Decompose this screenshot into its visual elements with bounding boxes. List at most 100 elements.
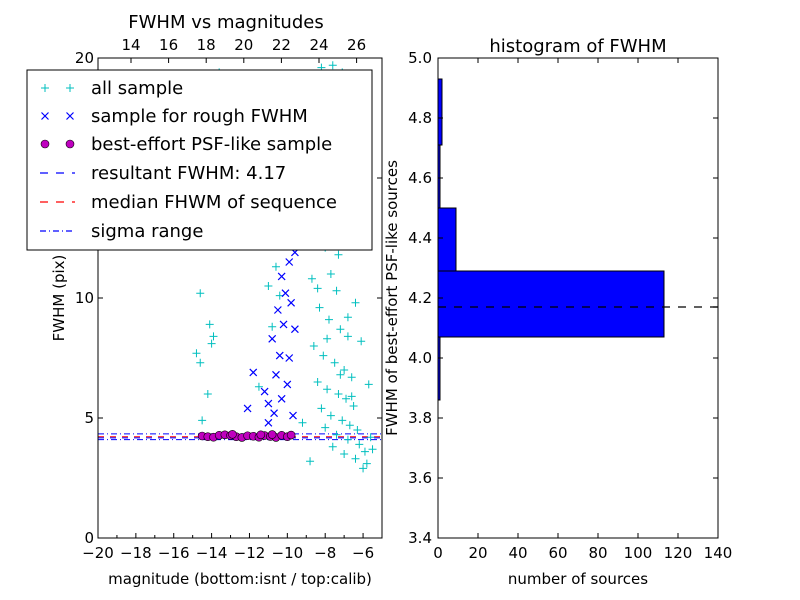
legend-marker-plus <box>66 84 74 92</box>
scatter-top-tick-label: 22 <box>272 36 291 54</box>
all-sample-point <box>351 454 360 463</box>
scatter-top-tick-label: 16 <box>159 36 178 54</box>
scatter-xtick-label: −8 <box>314 544 336 562</box>
rough-fwhm-point <box>264 418 273 427</box>
histogram-ytick-label: 3.8 <box>408 409 432 427</box>
rough-fwhm-point <box>268 334 277 343</box>
all-sample-point <box>340 366 349 374</box>
all-sample-point <box>196 289 205 298</box>
rough-fwhm-point <box>287 298 296 307</box>
scatter-title: FWHM vs magnitudes <box>128 12 323 33</box>
rough-fwhm-point <box>260 387 269 396</box>
scatter-axes: −20 −18 −16 −14 −12 −10 −8 −6 14 16 18 20 22 24 26 0 5 10… <box>75 36 382 562</box>
rough-fwhm-point <box>281 289 290 298</box>
scatter-ytick-label: 10 <box>75 289 94 307</box>
scatter-xlabel: magnitude (bottom:isnt / top:calib) <box>108 570 372 588</box>
scatter-top-tick-label: 20 <box>234 36 253 54</box>
histogram-ytick-label: 4.4 <box>408 229 432 247</box>
all-sample-point <box>368 445 377 454</box>
histogram-bar <box>438 78 443 146</box>
histogram-ylabel: FWHM of best-effort PSF-like sources <box>383 160 401 436</box>
histogram-ytick-label: 3.6 <box>408 469 432 487</box>
scatter-xtick-label: −6 <box>352 544 374 562</box>
psf-sample-point <box>256 430 266 440</box>
all-sample-point <box>326 270 335 278</box>
all-sample-point <box>313 284 322 293</box>
all-sample-point <box>264 282 273 290</box>
all-sample-point <box>307 274 316 283</box>
all-sample-point <box>347 373 356 382</box>
histogram-marks <box>438 78 718 401</box>
scatter-ytick-label: 5 <box>84 409 94 427</box>
all-sample-point <box>328 61 337 70</box>
histogram-xtick-label: 100 <box>624 544 653 562</box>
scatter-xtick-label: −12 <box>234 544 266 562</box>
rough-fwhm-point <box>249 368 258 377</box>
histogram-ytick-label: 4.8 <box>408 109 432 127</box>
all-sample-point <box>209 332 218 341</box>
legend-marker-x <box>41 112 49 120</box>
rough-fwhm-point <box>275 351 284 360</box>
all-sample-point <box>343 313 352 322</box>
all-sample-point <box>332 286 341 295</box>
legend-marker-plus <box>41 84 49 92</box>
histogram-xtick-label: 0 <box>433 544 443 562</box>
scatter-panel: −20 −18 −16 −14 −12 −10 −8 −6 14 16 18 20 22 24 26 0 5 10… <box>26 12 383 588</box>
all-sample-point <box>345 421 354 430</box>
rough-fwhm-point <box>277 272 286 281</box>
all-sample-point <box>205 320 214 329</box>
legend-label-sigma-range: sigma range <box>91 221 203 242</box>
all-sample-point <box>332 430 341 439</box>
all-sample-point <box>355 440 364 449</box>
all-sample-point <box>336 325 345 334</box>
rough-fwhm-point <box>243 404 252 413</box>
legend-marker-dot <box>65 139 75 149</box>
all-sample-point <box>315 303 324 312</box>
legend-marker-dot <box>40 139 50 149</box>
all-sample-point <box>347 392 356 401</box>
all-sample-point <box>366 433 375 442</box>
scatter-xtick-label: −20 <box>82 544 114 562</box>
all-sample-point <box>328 442 337 451</box>
scatter-top-tick-label: 24 <box>309 36 328 54</box>
histogram-panel: 0 20 40 60 80 100 120 140 3.4 3.6 3.8 4.0 4.2 4.4 4.6 4… <box>383 36 732 588</box>
histogram-ytick-label: 4.6 <box>408 169 432 187</box>
legend-marker-x <box>66 112 74 120</box>
all-sample-point <box>353 426 362 434</box>
rough-fwhm-point <box>285 354 294 362</box>
histogram-ytick-label: 3.4 <box>408 529 432 547</box>
all-sample-point <box>326 411 335 420</box>
all-sample-point <box>360 447 369 456</box>
legend-label-median-fwhm: median FHWM of sequence <box>91 192 337 213</box>
all-sample-point <box>203 390 212 398</box>
rough-fwhm-point <box>273 306 282 314</box>
all-sample-point <box>362 459 371 468</box>
all-sample-point <box>338 416 347 425</box>
histogram-xlabel: number of sources <box>508 570 648 588</box>
scatter-top-tick-label: 14 <box>121 36 140 54</box>
all-sample-point <box>196 358 205 367</box>
rough-fwhm-point <box>279 320 288 329</box>
all-sample-point <box>192 349 201 358</box>
all-sample-point <box>330 358 339 367</box>
rough-fwhm-point <box>272 370 280 379</box>
all-sample-point <box>207 339 216 348</box>
all-sample-point <box>336 370 345 379</box>
histogram-xtick-label: 20 <box>468 544 487 562</box>
all-sample-point <box>268 322 277 331</box>
histogram-axes: 0 20 40 60 80 100 120 140 3.4 3.6 3.8 4.0 4.2 4.4 4.6 4… <box>408 49 732 562</box>
histogram-title: histogram of FWHM <box>489 36 666 57</box>
scatter-top-tick-label: 26 <box>347 36 366 54</box>
all-sample-point <box>343 435 352 444</box>
histogram-bar <box>438 207 457 272</box>
all-sample-point <box>364 380 373 389</box>
all-sample-point <box>298 418 307 427</box>
psf-sample-point <box>228 430 237 439</box>
all-sample-point <box>340 450 349 458</box>
scatter-xtick-label: −16 <box>158 544 190 562</box>
histogram-xtick-label: 40 <box>508 544 527 562</box>
all-sample-point <box>357 337 366 346</box>
scatter-ytick-label: 20 <box>75 49 94 67</box>
rough-fwhm-point <box>270 409 279 418</box>
